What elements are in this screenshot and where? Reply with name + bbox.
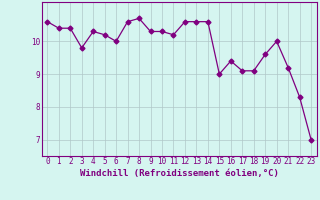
X-axis label: Windchill (Refroidissement éolien,°C): Windchill (Refroidissement éolien,°C) bbox=[80, 169, 279, 178]
